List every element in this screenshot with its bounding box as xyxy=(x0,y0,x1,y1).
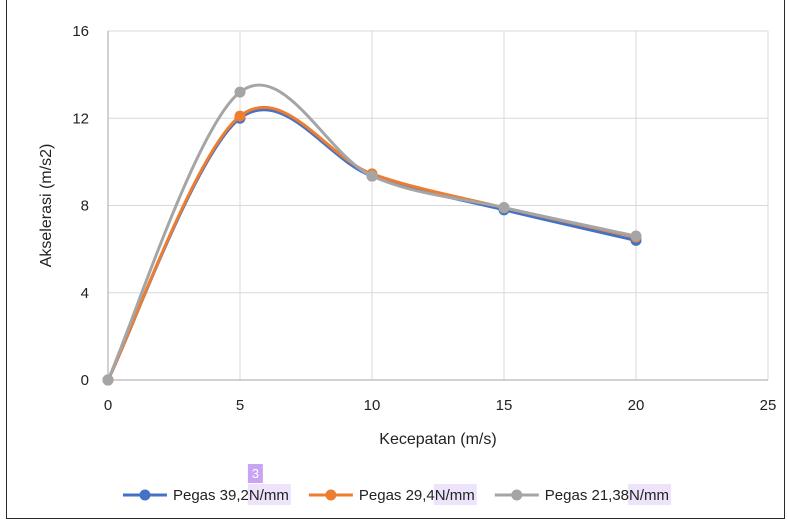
legend-item-2: Pegas 29,4 N/mm xyxy=(308,484,477,505)
legend-unit-highlight-2 xyxy=(433,484,477,505)
y-axis-title: Akselerasi (m/s2) xyxy=(38,144,55,268)
legend-marker-3 xyxy=(511,489,523,501)
series-layer xyxy=(102,83,642,386)
legend-label-2: Pegas 29,4 xyxy=(359,487,435,504)
legend-item-3: Pegas 21,38 N/mm xyxy=(494,484,672,505)
y-tick-label-0: 0 xyxy=(81,372,89,389)
series-line-3 xyxy=(106,83,638,382)
chart-frame xyxy=(6,0,785,519)
series-3-point-0 xyxy=(102,374,114,386)
legend-unit-3: N/mm xyxy=(629,487,669,504)
series-2-point-5 xyxy=(234,110,246,122)
tick-labels: 0 5 10 15 20 25 0 4 8 12 16 xyxy=(72,23,776,414)
x-tick-label-0: 0 xyxy=(104,397,112,414)
y-tick-label-4: 4 xyxy=(81,285,89,302)
y-tick-label-8: 8 xyxy=(81,198,89,215)
x-tick-label-25: 25 xyxy=(760,397,777,414)
legend-unit-2: N/mm xyxy=(435,487,475,504)
series-3-point-5 xyxy=(234,86,246,98)
x-axis-title: Kecepatan (m/s) xyxy=(379,431,496,448)
y-tick-label-12: 12 xyxy=(72,110,89,127)
axis-layer xyxy=(107,31,768,381)
x-tick-label-10: 10 xyxy=(364,397,381,414)
legend-marker-2 xyxy=(325,489,337,501)
annotation-badge xyxy=(247,464,263,483)
annotation-badge-number: 3 xyxy=(252,466,259,481)
legend-unit-1: N/mm xyxy=(249,487,289,504)
series-3-point-15 xyxy=(498,202,510,214)
legend-label-3: Pegas 21,38 xyxy=(545,487,629,504)
y-tick-label-16: 16 xyxy=(72,23,89,40)
x-tick-label-5: 5 xyxy=(236,397,244,414)
legend-unit-highlight-3 xyxy=(628,484,672,505)
legend-unit-highlight-1 xyxy=(247,484,291,505)
legend-marker-1 xyxy=(139,489,151,501)
grid-layer xyxy=(108,30,769,380)
x-tick-label-20: 20 xyxy=(628,397,645,414)
legend-label-1: Pegas 39,2 xyxy=(173,487,249,504)
series-3-point-20 xyxy=(630,230,642,242)
series-3-point-10 xyxy=(366,170,378,182)
x-tick-label-15: 15 xyxy=(496,397,513,414)
